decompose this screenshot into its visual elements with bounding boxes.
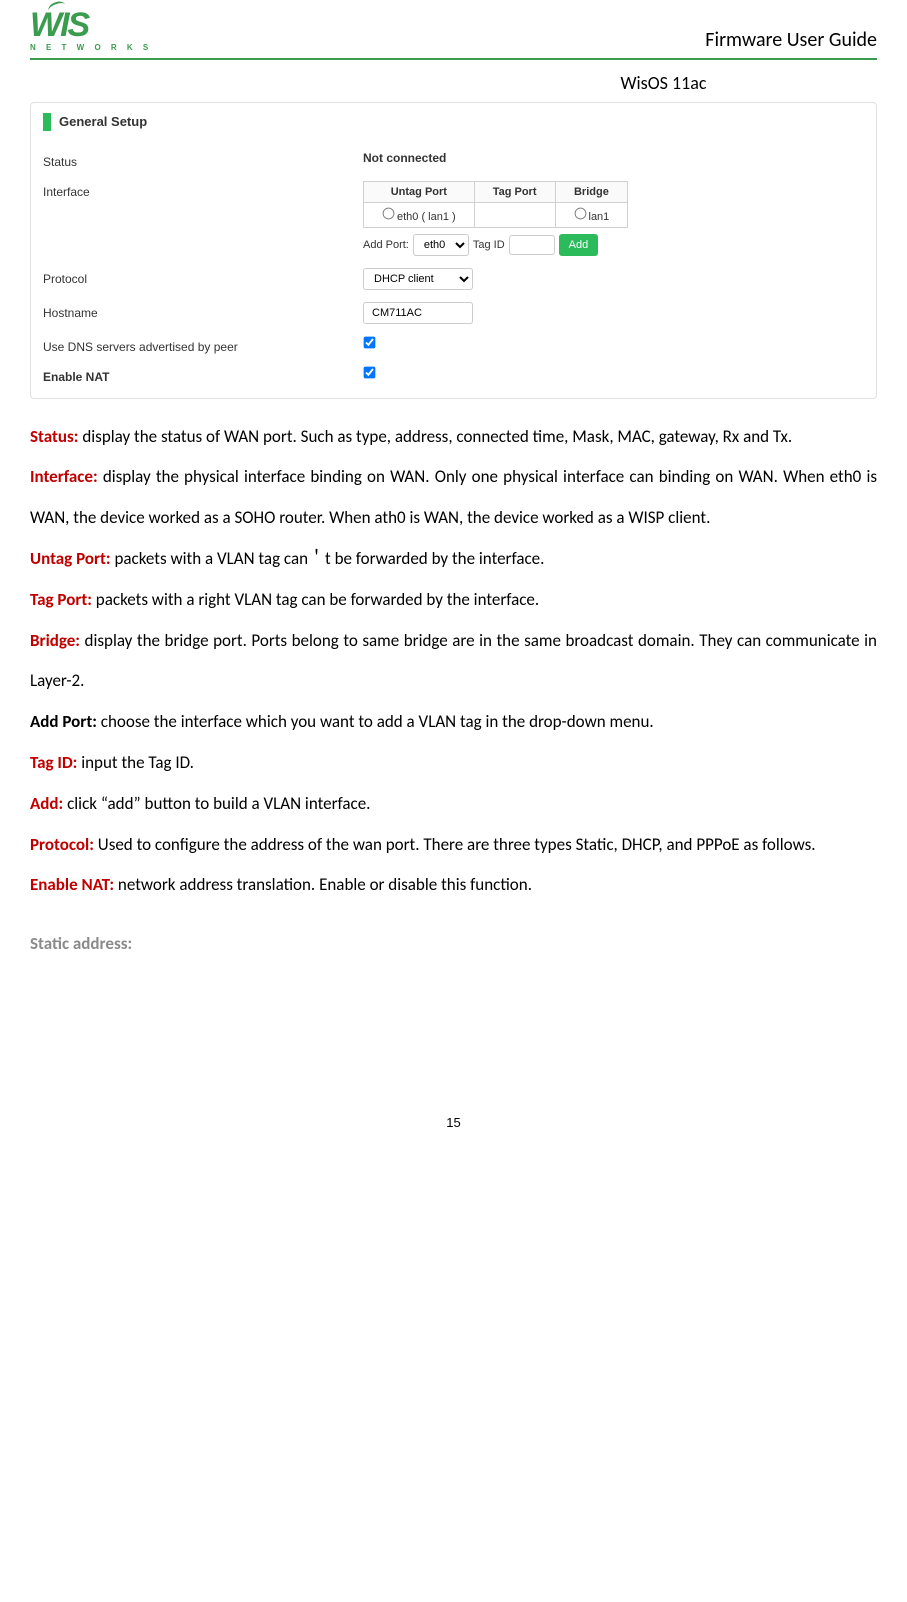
term-untag: Untag Port: xyxy=(30,548,111,569)
interface-label: Interface xyxy=(43,181,363,199)
panel-accent-bar xyxy=(43,113,51,131)
panel-title: General Setup xyxy=(59,114,147,129)
interface-row: Interface Untag Port Tag Port Bridge eth… xyxy=(31,175,876,262)
interface-field: Untag Port Tag Port Bridge eth0 ( lan1 )… xyxy=(363,181,864,256)
protocol-row: Protocol DHCP client xyxy=(31,262,876,296)
dns-row: Use DNS servers advertised by peer xyxy=(31,330,876,360)
page-number: 15 xyxy=(30,1115,877,1130)
cell-untag[interactable]: eth0 ( lan1 ) xyxy=(364,202,475,227)
text-addport: choose the interface which you want to a… xyxy=(97,711,654,732)
interface-table: Untag Port Tag Port Bridge eth0 ( lan1 )… xyxy=(363,181,628,228)
add-port-row: Add Port: eth0 Tag ID Add xyxy=(363,234,864,256)
untag-text: eth0 ( lan1 ) xyxy=(397,211,456,223)
term-enablenat: Enable NAT: xyxy=(30,874,114,895)
text-tagport: packets with a right VLAN tag can be for… xyxy=(92,589,539,610)
add-port-label: Add Port: xyxy=(363,239,409,251)
cell-tag xyxy=(474,202,555,227)
term-addport: Add Port: xyxy=(30,711,97,732)
document-body: Status: display the status of WAN port. … xyxy=(30,417,877,965)
tag-id-input[interactable] xyxy=(509,235,555,255)
cell-bridge[interactable]: lan1 xyxy=(555,202,628,227)
logo: WIS N E T W O R K S xyxy=(30,10,152,52)
status-value: Not connected xyxy=(363,151,446,165)
dns-label: Use DNS servers advertised by peer xyxy=(43,336,363,354)
bridge-text: lan1 xyxy=(589,211,610,223)
panel-header: General Setup xyxy=(31,103,876,145)
section-static-address: Static address: xyxy=(30,924,877,965)
text-add: click “add” button to build a VLAN inter… xyxy=(63,793,370,814)
add-port-select[interactable]: eth0 xyxy=(413,234,469,256)
term-status: Status: xyxy=(30,426,79,447)
nat-label: Enable NAT xyxy=(43,366,363,384)
text-tagid: input the Tag ID. xyxy=(77,752,194,773)
protocol-select[interactable]: DHCP client xyxy=(363,268,473,290)
bridge-radio[interactable] xyxy=(574,207,586,219)
guide-title: Firmware User Guide xyxy=(705,28,877,52)
nat-row: Enable NAT xyxy=(31,360,876,398)
tag-id-label: Tag ID xyxy=(473,239,505,251)
page-header: WIS N E T W O R K S Firmware User Guide xyxy=(30,10,877,60)
term-tagid: Tag ID: xyxy=(30,752,77,773)
general-setup-panel: General Setup Status Not connected Inter… xyxy=(30,102,877,399)
term-bridge: Bridge: xyxy=(30,630,80,651)
text-status: display the status of WAN port. Such as … xyxy=(79,426,793,447)
term-interface: Interface: xyxy=(30,466,98,487)
text-interface: display the physical interface binding o… xyxy=(30,466,877,528)
protocol-label: Protocol xyxy=(43,268,363,286)
add-button[interactable]: Add xyxy=(559,234,599,256)
untag-radio[interactable] xyxy=(383,207,395,219)
hostname-label: Hostname xyxy=(43,302,363,320)
text-untag: packets with a VLAN tag can＇t be forward… xyxy=(111,548,545,569)
status-row: Status Not connected xyxy=(31,145,876,175)
term-add: Add: xyxy=(30,793,63,814)
hostname-input[interactable] xyxy=(363,302,473,324)
th-bridge: Bridge xyxy=(555,181,628,202)
firmware-subtitle: WisOS 11ac xyxy=(450,60,877,102)
status-label: Status xyxy=(43,151,363,169)
dns-checkbox[interactable] xyxy=(364,336,376,348)
th-tag: Tag Port xyxy=(474,181,555,202)
hostname-row: Hostname xyxy=(31,296,876,330)
term-protocol: Protocol: xyxy=(30,834,94,855)
logo-text-top: WIS xyxy=(30,10,88,41)
term-tagport: Tag Port: xyxy=(30,589,92,610)
text-protocol: Used to configure the address of the wan… xyxy=(94,834,816,855)
text-enablenat: network address translation. Enable or d… xyxy=(114,874,532,895)
text-bridge: display the bridge port. Ports belong to… xyxy=(30,630,877,692)
th-untag: Untag Port xyxy=(364,181,475,202)
nat-checkbox[interactable] xyxy=(364,366,376,378)
